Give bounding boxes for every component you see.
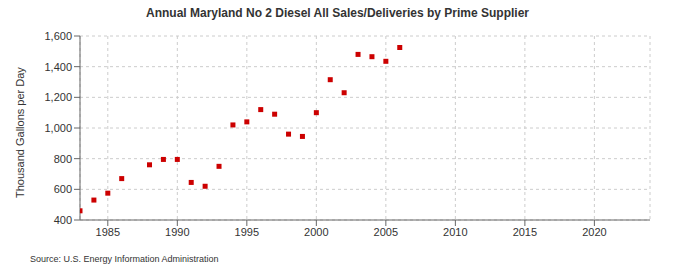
html-text:Source: U.S. Energy Informatio: Source: U.S. Energy Information Administ… xyxy=(30,254,219,264)
svg-text:1,000: 1,000 xyxy=(44,122,72,134)
svg-text:1990: 1990 xyxy=(165,226,189,238)
svg-text:2020: 2020 xyxy=(582,226,606,238)
svg-text:2015: 2015 xyxy=(513,226,537,238)
svg-text:600: 600 xyxy=(54,183,72,195)
svg-text:1,600: 1,600 xyxy=(44,30,72,42)
svg-text:800: 800 xyxy=(54,153,72,165)
svg-text:1,400: 1,400 xyxy=(44,61,72,73)
svg-text:1995: 1995 xyxy=(235,226,259,238)
svg-text:2010: 2010 xyxy=(443,226,467,238)
svg-text:1985: 1985 xyxy=(96,226,120,238)
svg-text:2000: 2000 xyxy=(304,226,328,238)
svg-text:400: 400 xyxy=(54,214,72,226)
svg-text:1,200: 1,200 xyxy=(44,91,72,103)
svg-text:2005: 2005 xyxy=(374,226,398,238)
html-text:Annual Maryland No 2 Diesel Al: Annual Maryland No 2 Diesel All Sales/De… xyxy=(146,6,529,20)
svg-text:Thousand Gallons per Day: Thousand Gallons per Day xyxy=(14,67,26,198)
